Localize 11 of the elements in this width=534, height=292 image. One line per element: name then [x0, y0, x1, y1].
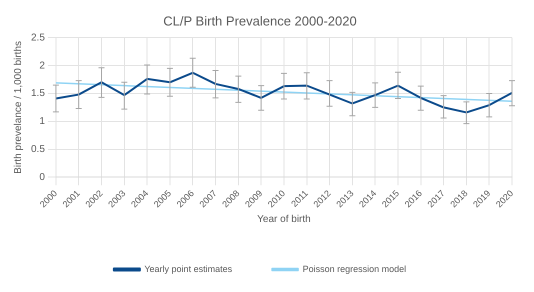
y-tick-label: 0: [39, 172, 46, 183]
y-axis-title: Birth prevelance / 1,000 births: [12, 40, 24, 174]
y-tick-label: 0.5: [30, 144, 46, 156]
legend-label: Poisson regression model: [302, 264, 406, 274]
x-axis-title: Year of birth: [257, 214, 311, 225]
y-tick-label: 1.5: [30, 88, 46, 100]
y-tick-label: 2.5: [30, 32, 46, 44]
y-tick-label: 2: [39, 60, 46, 72]
legend-label: Yearly point estimates: [144, 264, 233, 274]
chart-title: CL/P Birth Prevalence 2000-2020: [163, 13, 357, 28]
y-tick-label: 1: [39, 116, 46, 128]
